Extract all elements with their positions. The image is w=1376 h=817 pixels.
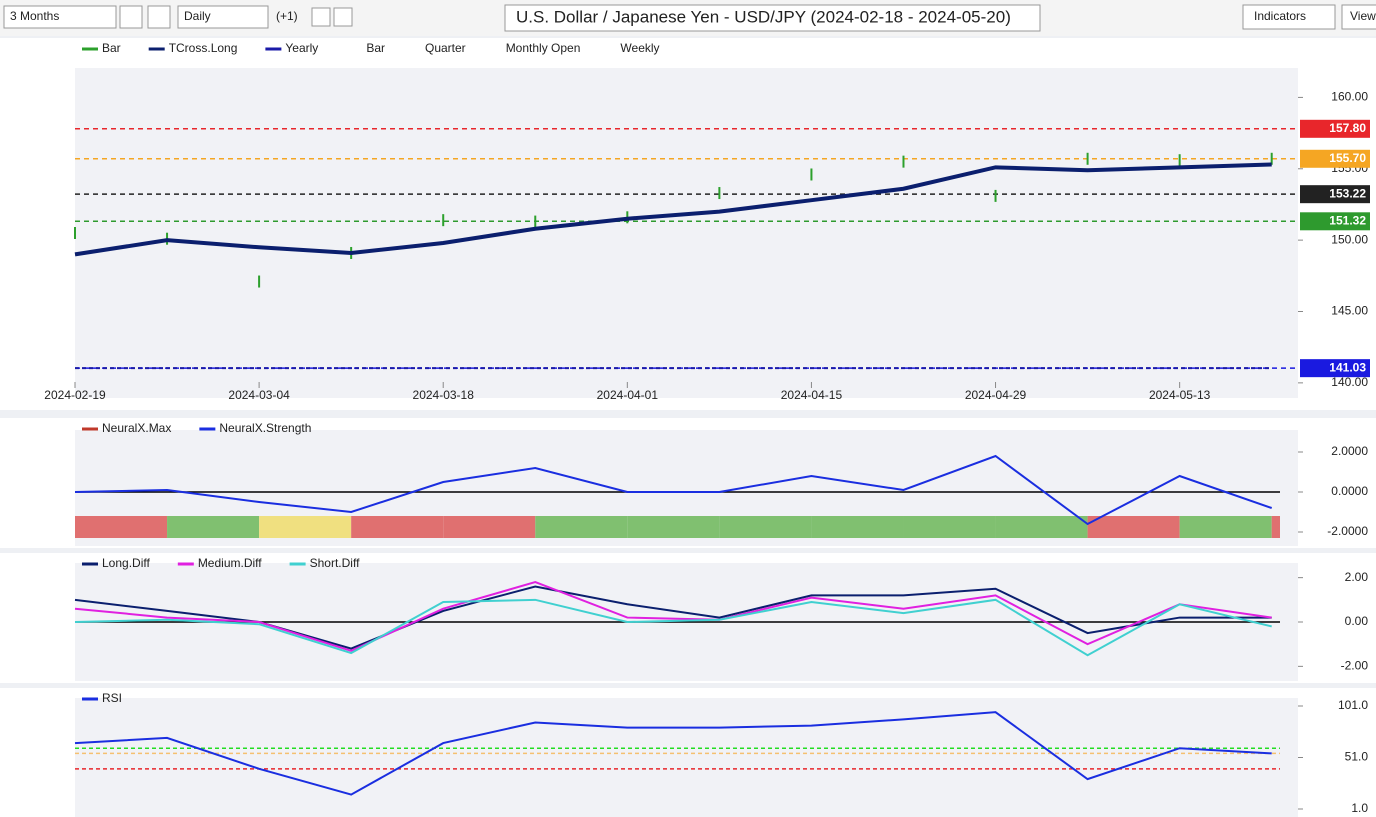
price-tag	[1300, 185, 1370, 204]
plot-area	[75, 68, 1298, 398]
y-tick-label: 160.00	[1331, 90, 1368, 104]
signal-strip	[995, 516, 1088, 538]
offset: (+1)	[276, 9, 298, 23]
legend-label: Weekly	[620, 41, 659, 55]
price-tag-label: 155.70	[1329, 151, 1366, 165]
zoom-out[interactable]	[147, 5, 171, 29]
signal-strip	[719, 516, 812, 538]
plot-area	[75, 698, 1298, 817]
view: View	[1350, 9, 1376, 23]
range-select[interactable]	[3, 5, 117, 29]
x-tick-label: 2024-04-29	[965, 388, 1027, 402]
range: 3 Months	[10, 9, 59, 23]
series-line	[74, 598, 1272, 657]
legend-label: Yearly	[285, 41, 318, 55]
legend-label: Medium.Diff	[198, 556, 262, 570]
view-button[interactable]	[1341, 4, 1376, 30]
interval-select[interactable]	[177, 5, 269, 29]
signal-strip	[351, 516, 444, 538]
y-tick-label: 2.0000	[1331, 444, 1368, 458]
legend-label: Bar	[102, 41, 121, 55]
minus[interactable]	[333, 7, 353, 27]
x-tick-label: 2024-03-18	[413, 388, 475, 402]
y-tick-label: -2.0000	[1327, 524, 1368, 538]
legend-label: TCross.Long	[169, 41, 238, 55]
symbol-title: U.S. Dollar / Japanese Yen - USD/JPY (20…	[516, 7, 1011, 26]
signal-strip	[811, 516, 904, 538]
price-tag	[1300, 149, 1370, 168]
series-line	[74, 454, 1273, 526]
legend-label: NeuralX.Max	[102, 421, 171, 435]
x-tick-label: 2024-05-13	[1149, 388, 1211, 402]
legend-label: Long.Diff	[102, 556, 150, 570]
series-line	[74, 711, 1272, 796]
y-tick-label: 0.0000	[1331, 484, 1368, 498]
indicators-button[interactable]	[1242, 4, 1336, 30]
price-tag	[1300, 212, 1370, 231]
x-tick-label: 2024-02-19	[44, 388, 106, 402]
y-tick-label: 51.0	[1345, 750, 1369, 764]
legend-label: NeuralX.Strength	[219, 421, 311, 435]
interval: Daily	[184, 9, 211, 23]
signal-strip	[1087, 516, 1180, 538]
legend-label: Bar	[366, 41, 385, 55]
y-tick-label: 140.00	[1331, 375, 1368, 389]
signal-strip	[903, 516, 996, 538]
price-tag	[1300, 359, 1370, 378]
zoom-in[interactable]	[119, 5, 143, 29]
legend-label: Short.Diff	[310, 556, 360, 570]
price-tag-label: 141.03	[1329, 360, 1366, 374]
legend-label: RSI	[102, 691, 122, 705]
x-tick-label: 2024-03-04	[228, 388, 290, 402]
y-tick-label: 0.00	[1345, 614, 1369, 628]
series-line	[74, 162, 1272, 257]
x-tick-label: 2024-04-01	[597, 388, 659, 402]
price-tag-label: 151.32	[1329, 213, 1366, 227]
symbol-box[interactable]	[504, 4, 1041, 32]
y-tick-label: 101.0	[1338, 698, 1368, 712]
signal-strip	[535, 516, 628, 538]
y-tick-label: -2.00	[1341, 659, 1369, 673]
signal-strip	[75, 516, 168, 538]
y-tick-label: 2.00	[1345, 570, 1369, 584]
plus[interactable]	[311, 7, 331, 27]
signal-strip	[259, 516, 352, 538]
y-tick-label: 150.00	[1331, 232, 1368, 246]
y-tick-label: 1.0	[1351, 801, 1368, 815]
legend-label: Monthly Open	[506, 41, 581, 55]
y-tick-label: 145.00	[1331, 304, 1368, 318]
price-tag-label: 153.22	[1329, 186, 1366, 200]
x-tick-label: 2024-04-15	[781, 388, 843, 402]
signal-strip	[167, 516, 260, 538]
signal-strip	[1271, 516, 1280, 538]
signal-strip	[1179, 516, 1272, 538]
signal-strip	[627, 516, 720, 538]
legend-label: Quarter	[425, 41, 466, 55]
price-tag-label: 157.80	[1329, 121, 1366, 135]
series-line	[74, 581, 1272, 652]
signal-strip	[443, 516, 536, 538]
indicators: Indicators	[1254, 9, 1306, 23]
price-tag	[1300, 119, 1370, 138]
